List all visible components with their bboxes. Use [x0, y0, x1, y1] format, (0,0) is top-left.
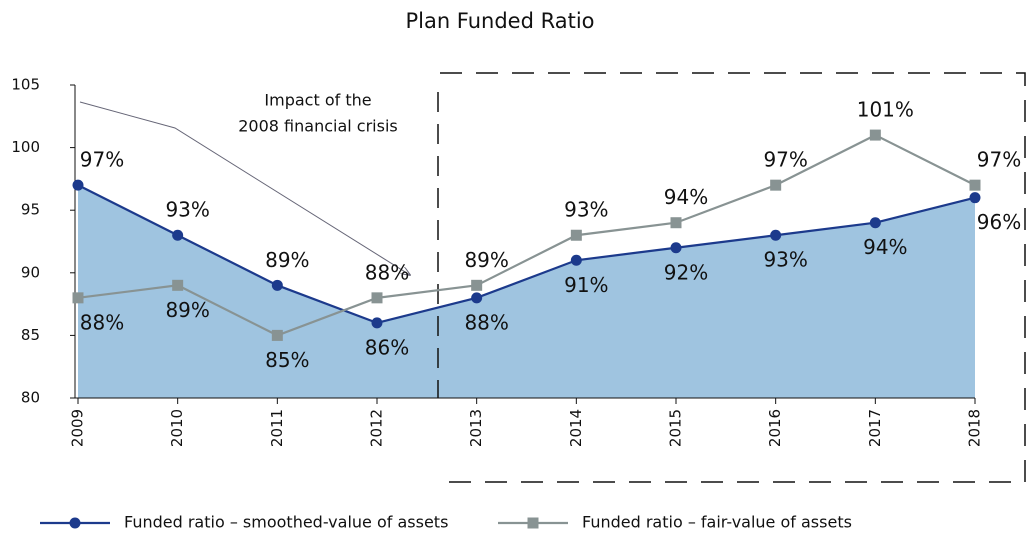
chart-title: Plan Funded Ratio: [405, 9, 594, 33]
x-tick-label: 2017: [866, 409, 884, 447]
data-label: 101%: [857, 98, 914, 122]
data-label: 92%: [664, 260, 708, 284]
y-tick-label: 95: [21, 201, 40, 219]
data-label: 93%: [165, 198, 209, 222]
y-tick-label: 90: [21, 263, 40, 281]
x-tick-label: 2013: [467, 409, 485, 447]
annotation: Impact of the: [264, 91, 371, 110]
x-tick-label: 2009: [69, 409, 87, 447]
data-label: 89%: [165, 298, 209, 322]
series-line: [77, 184, 976, 325]
x-tick-label: 2018: [966, 409, 984, 447]
data-label: 88%: [80, 310, 124, 334]
point: [869, 217, 881, 229]
point: [371, 292, 383, 304]
y-tick-label: 80: [21, 389, 40, 407]
annotation-arrow: [79, 101, 410, 275]
x-tick-label: 2015: [667, 409, 685, 447]
data-label: 91%: [564, 273, 608, 297]
legend-label: Funded ratio – fair-value of assets: [582, 513, 852, 532]
data-label: 94%: [863, 235, 907, 259]
x-tick-label: 2011: [268, 409, 286, 447]
data-label: 97%: [763, 148, 807, 172]
highlight-box: [440, 72, 1026, 483]
data-label: 89%: [265, 248, 309, 272]
data-label: 86%: [365, 335, 409, 359]
point: [471, 279, 483, 291]
point: [271, 279, 283, 291]
point: [172, 279, 184, 291]
y-tick-label: 100: [11, 138, 40, 156]
data-label: 88%: [464, 310, 508, 334]
x-tick-label: 2014: [567, 409, 585, 447]
point: [969, 192, 981, 204]
x-tick-label: 2010: [168, 409, 186, 447]
area: [78, 185, 975, 398]
y-tick-label: 85: [21, 326, 40, 344]
data-label: 88%: [365, 260, 409, 284]
point: [869, 129, 881, 141]
data-label: 94%: [664, 185, 708, 209]
point: [570, 229, 582, 241]
data-label: 93%: [763, 248, 807, 272]
point: [670, 242, 682, 254]
data-label: 96%: [977, 210, 1021, 234]
legend-marker: [527, 517, 539, 529]
annotation: 2008 financial crisis: [238, 117, 397, 136]
point: [670, 217, 682, 229]
point: [770, 229, 782, 241]
x-tick-label: 2016: [766, 409, 784, 447]
point: [969, 179, 981, 191]
point: [471, 292, 483, 304]
point: [271, 329, 283, 341]
point: [172, 229, 184, 241]
point: [371, 317, 383, 329]
point: [770, 179, 782, 191]
series-line: [77, 133, 976, 337]
x-tick-label: 2012: [368, 409, 386, 447]
y-tick-label: 105: [11, 76, 40, 94]
legend-label: Funded ratio – smoothed-value of assets: [124, 513, 448, 532]
data-label: 85%: [265, 348, 309, 372]
point: [570, 254, 582, 266]
point: [72, 179, 84, 191]
point: [72, 292, 84, 304]
data-label: 93%: [564, 198, 608, 222]
data-label: 97%: [977, 148, 1021, 172]
data-label: 97%: [80, 148, 124, 172]
data-label: 89%: [464, 248, 508, 272]
legend-marker: [69, 517, 81, 529]
